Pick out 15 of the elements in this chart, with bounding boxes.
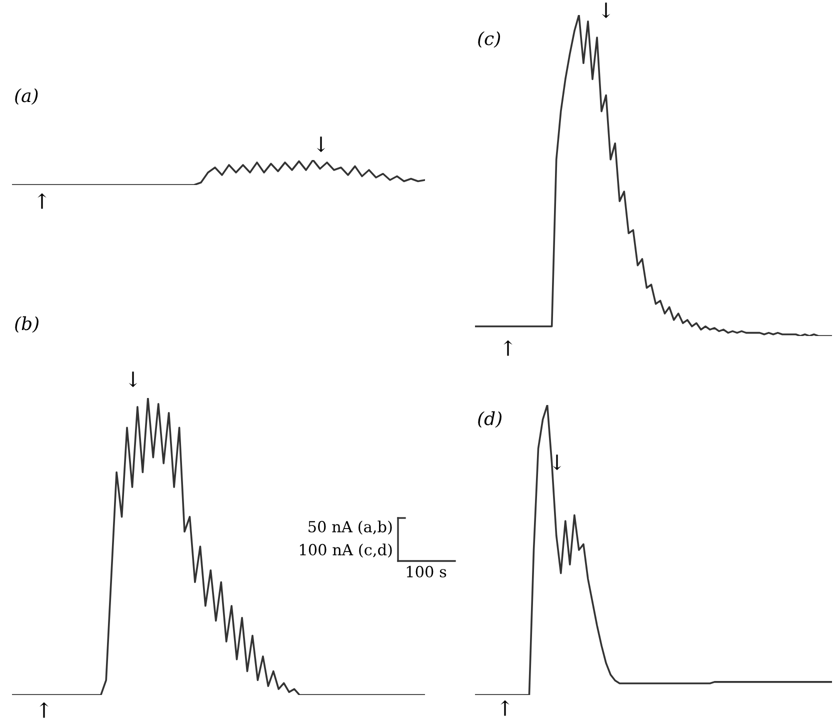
annotation: 100 nA (c,d) (300, 544, 392, 558)
text: ↓ (316, 136, 326, 152)
text: ↓ (128, 372, 138, 388)
text: ↑ (504, 340, 512, 356)
text: (c) (478, 31, 500, 48)
chart-title: (b) (15, 316, 39, 333)
annotation: ↓ (552, 454, 562, 470)
text: ↑ (500, 700, 510, 716)
text: ↑ (40, 702, 48, 718)
text: ↑ (38, 193, 46, 209)
annotation: 50 nA (a,b) (308, 520, 392, 535)
annotation: ↓ (602, 2, 610, 18)
chart-title: (d) (478, 411, 502, 428)
chart-title: (a) (15, 88, 38, 105)
annotation: 100 s (406, 566, 446, 578)
